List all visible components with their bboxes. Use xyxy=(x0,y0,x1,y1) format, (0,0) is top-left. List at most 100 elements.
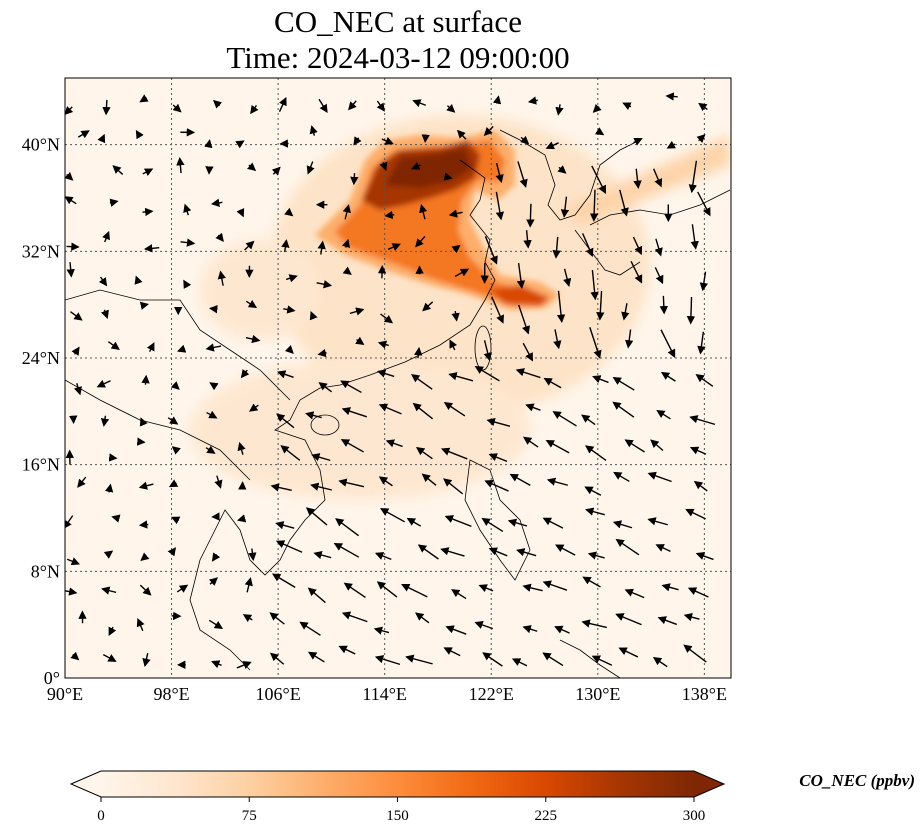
wind-arrow xyxy=(244,240,255,251)
wind-arrow xyxy=(698,102,708,112)
wind-arrow xyxy=(385,439,403,448)
wind-arrow xyxy=(518,304,530,335)
wind-arrow xyxy=(283,305,296,314)
wind-arrow xyxy=(379,508,405,523)
wind-arrow xyxy=(269,612,285,625)
wind-arrow xyxy=(349,307,365,316)
wind-arrow xyxy=(280,445,301,461)
wind-arrow xyxy=(338,478,365,488)
wind-arrow xyxy=(102,654,117,662)
wind-arrow xyxy=(683,613,700,622)
wind-arrow xyxy=(563,268,572,287)
wind-arrow xyxy=(690,224,699,250)
wind-arrow xyxy=(693,480,708,492)
wind-arrow xyxy=(65,171,74,181)
wind-arrow xyxy=(100,415,110,427)
wind-arrow xyxy=(341,611,368,623)
wind-arrow xyxy=(545,439,570,454)
colorbar-tick-labels: 0 75 150 225 300 xyxy=(97,797,705,824)
longitude-tick-labels: 90°E 98°E 106°E 114°E 122°E 130°E 138°E xyxy=(47,684,727,704)
wind-arrow xyxy=(591,165,606,195)
wind-arrow xyxy=(516,548,537,557)
wind-arrow xyxy=(585,507,605,516)
wind-arrow xyxy=(445,625,467,635)
wind-arrow xyxy=(582,233,594,258)
wind-arrow xyxy=(341,238,351,249)
wind-arrow xyxy=(373,626,390,635)
wind-arrow xyxy=(443,647,461,657)
wind-arrow xyxy=(167,416,179,425)
wind-arrow xyxy=(652,657,668,668)
wind-arrow xyxy=(176,584,189,593)
wind-arrow xyxy=(542,580,568,591)
wind-arrow xyxy=(245,300,258,309)
concentration-field xyxy=(190,115,730,500)
wind-arrow xyxy=(581,414,596,426)
map-frame xyxy=(64,77,732,679)
wind-arrow xyxy=(77,476,87,488)
map-time-subtitle: Time: 2024-03-12 09:00:00 xyxy=(226,40,570,75)
wind-arrow xyxy=(556,290,566,324)
wind-arrow xyxy=(451,589,467,600)
wind-arrow xyxy=(699,271,708,292)
wind-arrow xyxy=(270,483,292,492)
wind-arrow xyxy=(138,481,154,490)
lon-tick-label: 122°E xyxy=(469,684,514,704)
wind-arrow xyxy=(552,236,561,259)
wind-arrow xyxy=(306,161,315,175)
wind-arrow xyxy=(350,173,359,186)
wind-arrow xyxy=(285,274,298,283)
wind-arrow xyxy=(647,471,672,483)
wind-arrow xyxy=(421,473,437,486)
wind-arrow xyxy=(652,168,663,188)
wind-arrow xyxy=(342,204,351,220)
wind-arrow xyxy=(101,586,117,595)
wind-arrow xyxy=(237,441,246,455)
wind-arrow xyxy=(696,134,706,143)
wind-arrow xyxy=(451,310,460,322)
wind-arrow xyxy=(318,382,333,393)
wind-arrow xyxy=(560,196,570,218)
wind-arrow xyxy=(441,447,468,460)
wind-arrow xyxy=(630,261,643,284)
wind-arrow xyxy=(213,99,223,109)
wind-arrow xyxy=(214,475,223,489)
wind-arrow xyxy=(209,382,219,391)
lon-tick-label: 138°E xyxy=(682,684,727,704)
wind-arrow xyxy=(495,191,505,221)
wind-arrow xyxy=(170,516,181,525)
wind-arrow xyxy=(66,557,81,566)
wind-arrow xyxy=(526,203,535,228)
wind-arrow xyxy=(317,240,326,255)
wind-arrow xyxy=(205,343,222,352)
wind-arrow xyxy=(546,477,568,486)
wind-arrow xyxy=(307,651,325,663)
wind-arrow xyxy=(140,552,150,562)
colorbar-gradient xyxy=(101,771,694,797)
wind-arrow xyxy=(66,242,80,251)
wind-arrow xyxy=(141,374,150,385)
lat-tick-label: 0° xyxy=(44,668,60,688)
wind-arrow xyxy=(613,471,630,483)
wind-arrow xyxy=(520,135,530,145)
wind-arrow xyxy=(245,334,261,344)
wind-arrow xyxy=(488,547,508,557)
wind-arrow xyxy=(689,415,716,426)
wind-arrow xyxy=(554,625,570,634)
wind-arrow xyxy=(112,165,124,175)
wind-arrow xyxy=(65,106,74,115)
wind-arrow xyxy=(410,374,433,390)
colorbar-tick-label: 225 xyxy=(535,808,558,824)
wind-arrow xyxy=(310,482,333,491)
wind-arrow xyxy=(650,439,664,452)
wind-arrow xyxy=(632,236,643,256)
wind-arrow xyxy=(377,340,389,349)
wind-arrow xyxy=(585,445,607,462)
wind-arrow xyxy=(414,346,423,359)
wind-arrow xyxy=(592,103,602,113)
wind-arrow xyxy=(343,582,366,598)
wind-arrow xyxy=(109,198,119,207)
wind-arrow xyxy=(313,550,332,560)
wind-arrow xyxy=(341,407,368,418)
wind-arrow xyxy=(589,189,599,222)
